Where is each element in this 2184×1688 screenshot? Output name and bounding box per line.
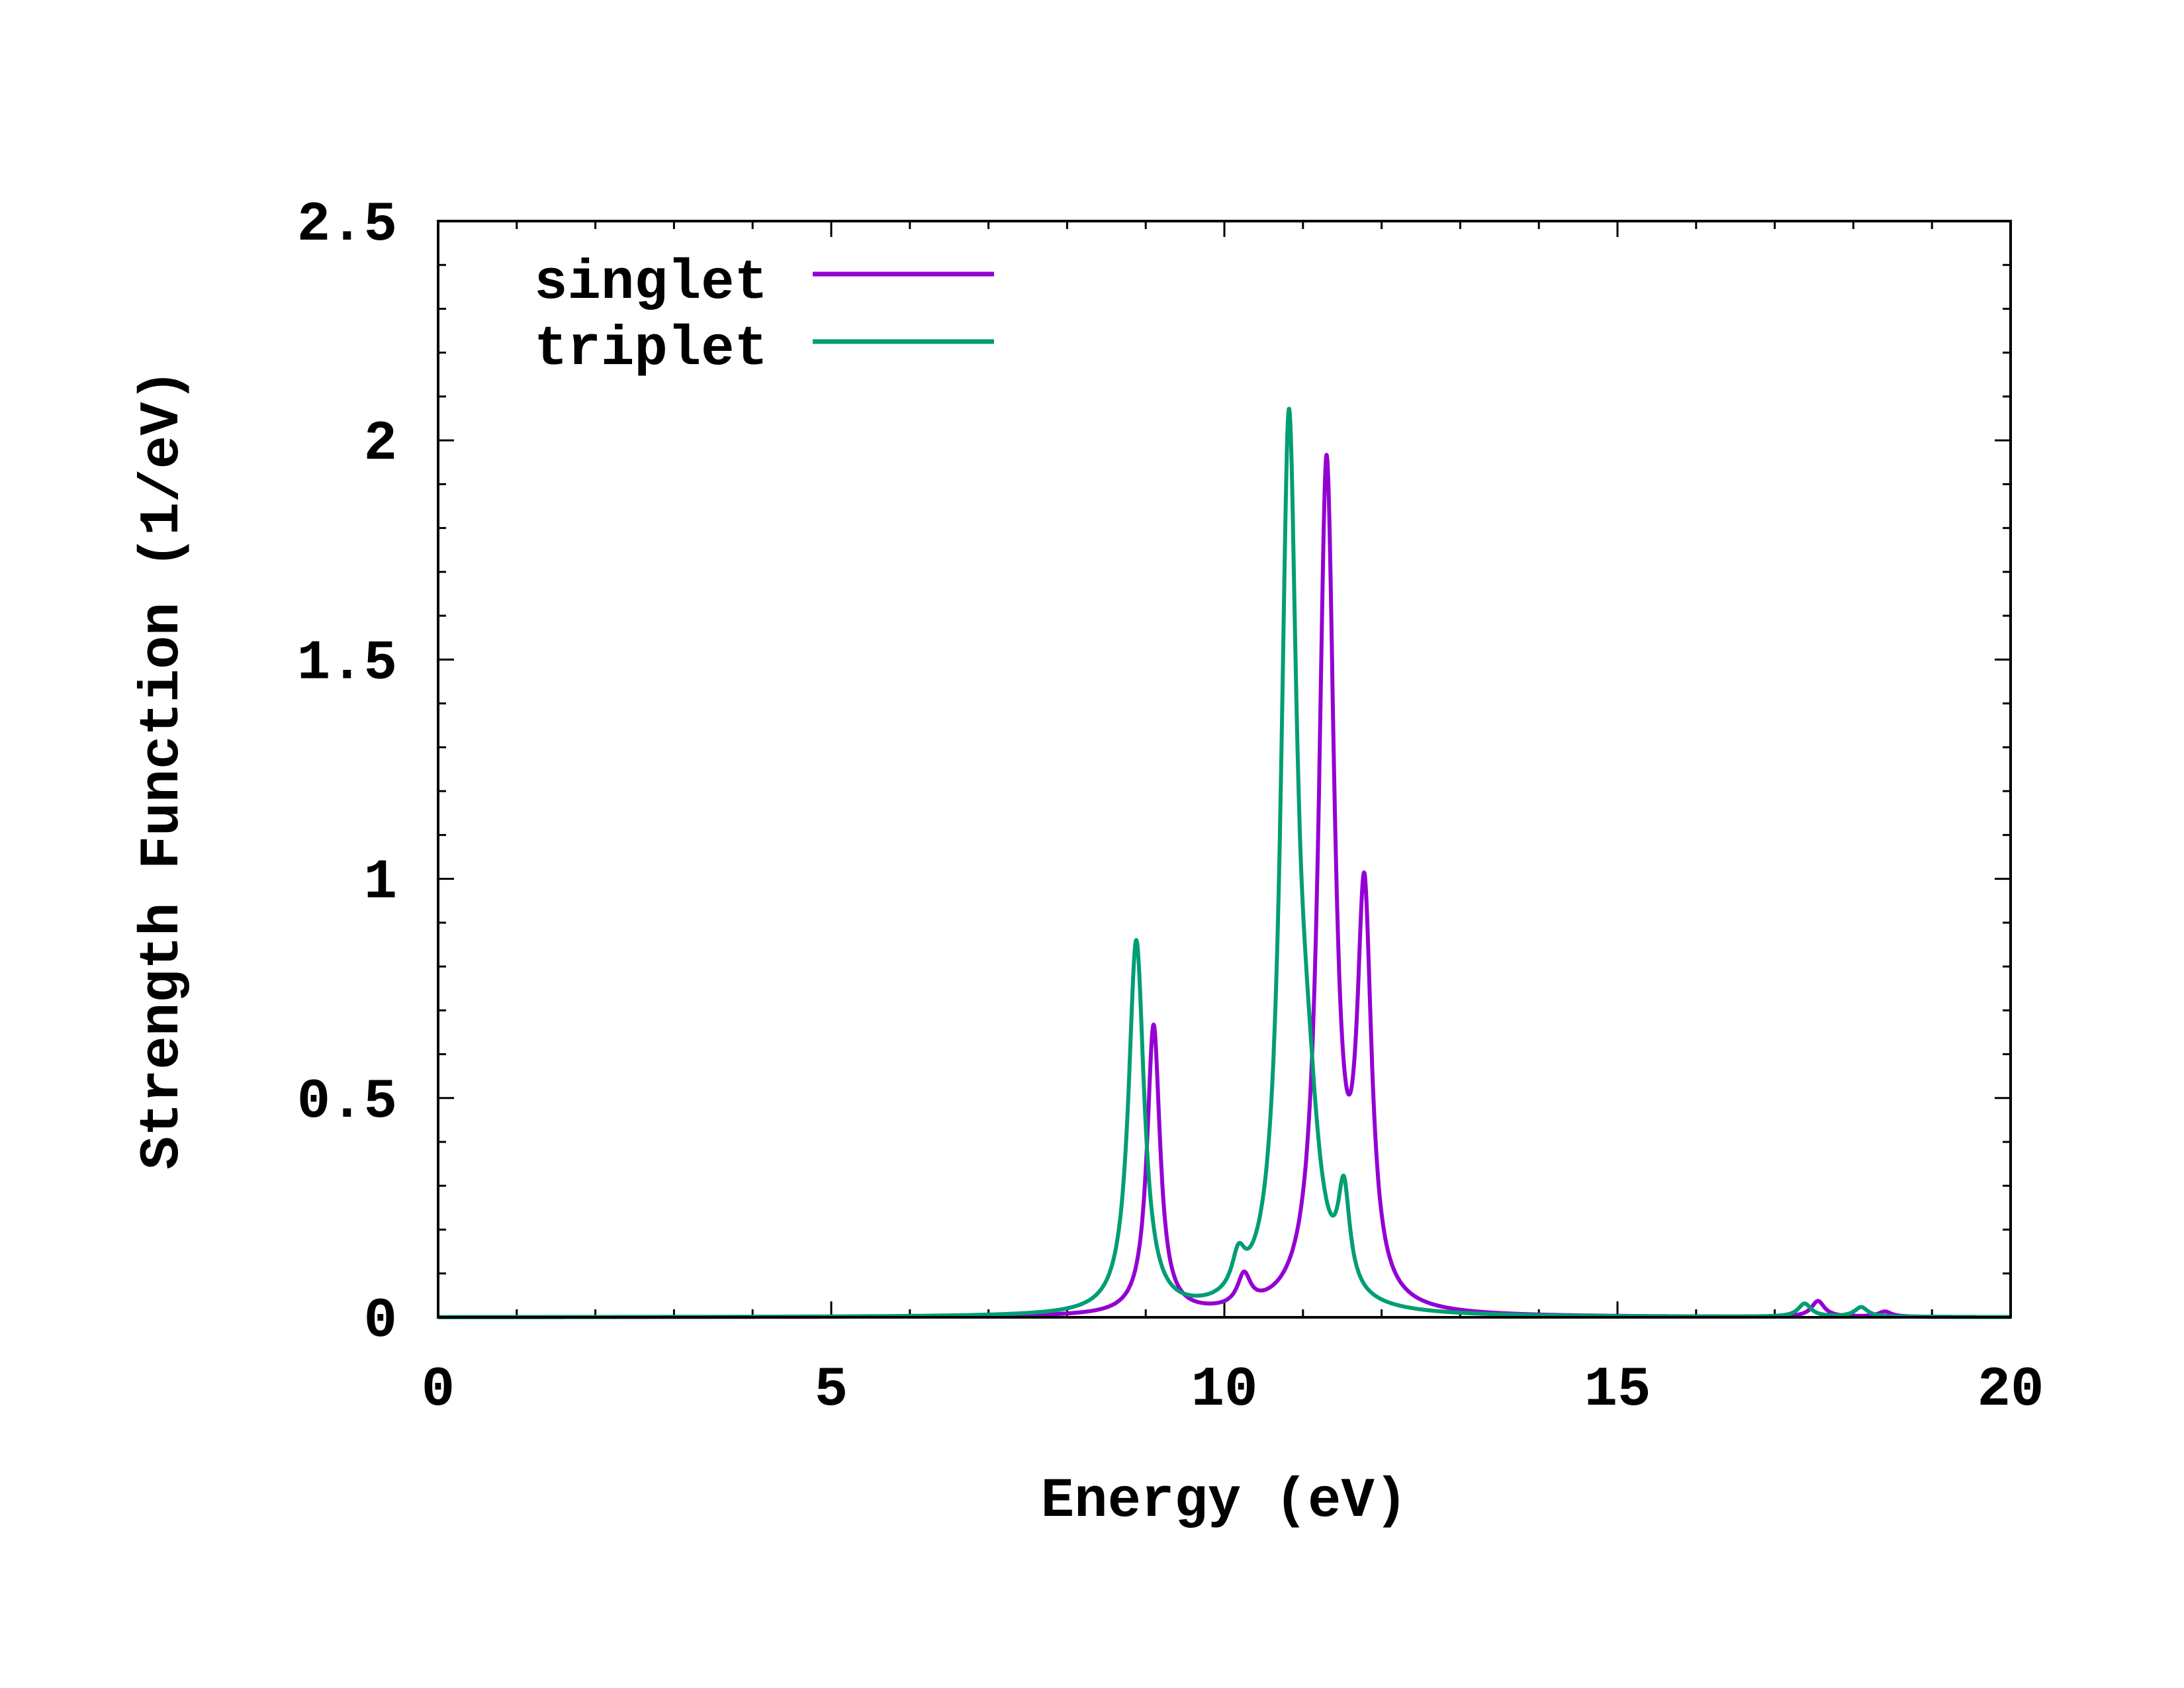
x-tick-labels: 0 5 10 15 20 xyxy=(422,1359,2044,1422)
x-tick-label: 10 xyxy=(1191,1359,1258,1422)
y-tick-label: 2 xyxy=(364,413,397,476)
x-tick-label: 15 xyxy=(1584,1359,1651,1422)
axis-ticks xyxy=(437,220,2012,1319)
x-tick-label: 0 xyxy=(422,1359,455,1422)
legend: singlet triplet xyxy=(534,252,994,381)
plot-frame xyxy=(437,220,2012,1319)
x-axis-label: Energy (eV) xyxy=(1041,1470,1408,1533)
series-line-triplet xyxy=(436,406,2013,1319)
y-tick-label: 0 xyxy=(364,1290,397,1353)
legend-label-singlet: singlet xyxy=(534,252,768,315)
y-tick-label: 2.5 xyxy=(297,194,397,257)
y-tick-label: 0.5 xyxy=(297,1071,397,1134)
y-tick-labels: 0 0.5 1 1.5 2 2.5 xyxy=(297,194,397,1353)
series-lines xyxy=(436,406,2013,1319)
series-line-singlet xyxy=(436,453,2013,1319)
x-tick-label: 20 xyxy=(1978,1359,2044,1422)
y-axis-label: Strength Function (1/eV) xyxy=(132,369,195,1170)
legend-label-triplet: triplet xyxy=(534,318,768,381)
x-tick-label: 5 xyxy=(815,1359,848,1422)
y-tick-label: 1 xyxy=(364,852,397,915)
y-tick-label: 1.5 xyxy=(297,632,397,695)
